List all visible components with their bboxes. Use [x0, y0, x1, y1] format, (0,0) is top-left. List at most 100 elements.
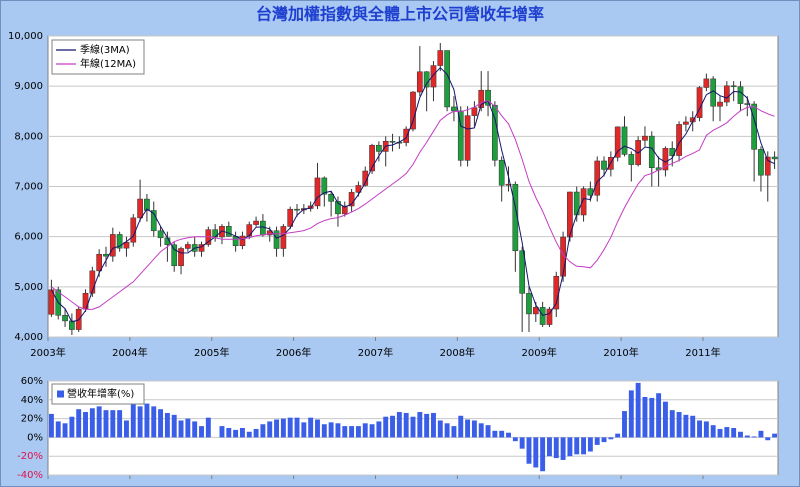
bar [233, 429, 239, 438]
y-tick-label: 8,000 [14, 131, 43, 142]
bar [328, 422, 334, 438]
candle-body [116, 234, 123, 249]
bar [546, 437, 552, 457]
candle-body [273, 230, 280, 249]
bar [403, 412, 409, 438]
bar [526, 437, 532, 464]
y-tick-label: 4,000 [14, 332, 43, 343]
bar [376, 421, 382, 438]
bar [335, 423, 341, 438]
candle-body [730, 85, 737, 88]
candle-body [594, 160, 601, 196]
bar [124, 420, 129, 438]
candle-body [430, 65, 437, 88]
ma-line [50, 66, 775, 323]
bar [219, 426, 225, 438]
bar [649, 397, 655, 438]
candle-body [328, 193, 334, 202]
bar [410, 416, 416, 438]
candle-body [601, 160, 607, 170]
legend-label: 季線(3MA) [80, 43, 130, 56]
candle-body [580, 188, 587, 216]
bar [731, 428, 737, 438]
candle-body [416, 71, 423, 93]
bar [465, 419, 471, 438]
candle-body [703, 78, 710, 88]
legend-box [51, 39, 145, 75]
bar [765, 437, 771, 441]
candle-body [717, 101, 723, 107]
bar [540, 437, 546, 472]
bar [294, 417, 300, 438]
x-tick-label: 2008年 [440, 346, 475, 359]
candle-body [157, 230, 164, 239]
bar [710, 425, 716, 438]
candle-body [451, 106, 457, 112]
bar [581, 437, 587, 455]
bar [635, 382, 641, 438]
bar [164, 412, 170, 438]
bar [390, 415, 395, 438]
candle-body [185, 244, 191, 249]
candle-body [294, 208, 300, 211]
candle-body [532, 307, 539, 315]
candle-body [62, 315, 68, 322]
candle-body [648, 135, 655, 168]
candle-body [341, 205, 348, 215]
bar [246, 431, 252, 438]
y-tick-label: 10,000 [8, 31, 43, 42]
candle-body [150, 210, 157, 232]
bar [260, 424, 266, 438]
candle-body [512, 183, 519, 252]
candle-body [546, 308, 553, 325]
bar [478, 423, 484, 438]
bar [717, 428, 723, 438]
bar [308, 417, 314, 438]
candle-body [471, 107, 478, 116]
bar [321, 424, 327, 438]
bar [369, 424, 375, 438]
candle-body [239, 235, 246, 246]
bar [55, 421, 61, 438]
candle-body [410, 91, 416, 130]
legend-label: 年線(12MA) [80, 57, 136, 70]
bar [458, 415, 464, 438]
bar [199, 426, 204, 438]
candle-body [478, 89, 485, 108]
candle-body [621, 126, 628, 155]
bar [512, 437, 518, 442]
bar [444, 423, 450, 438]
candle-body [321, 177, 328, 195]
bar [485, 425, 491, 438]
bar [424, 413, 430, 438]
bar [772, 433, 778, 438]
x-tick-label: 2011年 [685, 346, 720, 359]
bar [158, 409, 164, 438]
x-tick-label: 2005年 [194, 346, 229, 359]
x-tick-label: 2004年 [112, 346, 147, 359]
bar [205, 417, 211, 438]
bar [103, 410, 109, 438]
y-tick-label: 20% [21, 414, 43, 425]
candle-body [505, 183, 512, 186]
bar [178, 420, 184, 438]
bar [76, 409, 82, 438]
candle-body [355, 185, 362, 193]
bar [383, 416, 389, 438]
chart-title: 台灣加權指數與全體上市公司營收年增率 [256, 5, 544, 24]
bar [437, 420, 443, 438]
candle-body [444, 50, 450, 108]
candle-body [362, 170, 369, 186]
candle-body [144, 198, 150, 211]
bar [642, 396, 648, 438]
candle-body [628, 154, 635, 165]
bar [417, 412, 423, 438]
candle-body [464, 115, 471, 161]
bar [171, 414, 177, 438]
bar [451, 426, 457, 438]
candle-body [526, 293, 532, 315]
bar [662, 401, 668, 438]
bar [192, 421, 198, 438]
candle-body [171, 244, 178, 267]
bar [471, 420, 477, 438]
